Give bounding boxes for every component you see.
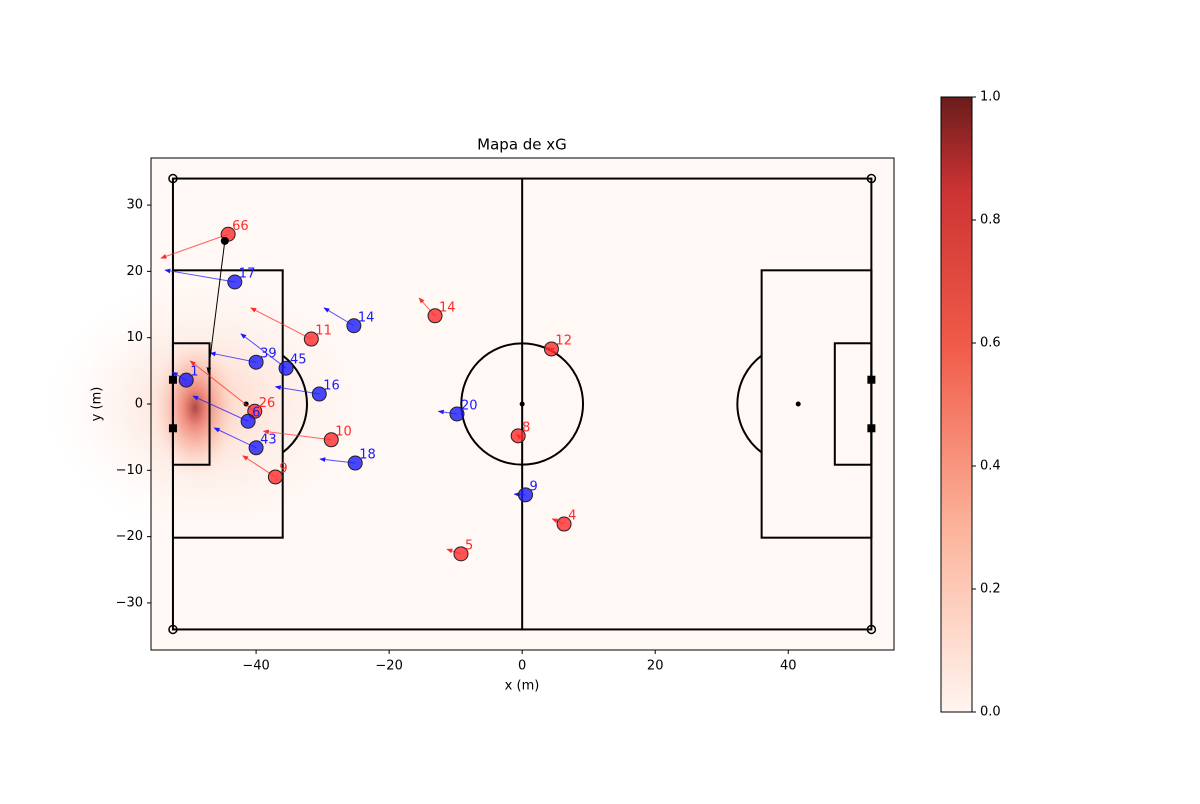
- player: [517, 487, 533, 503]
- player-label: 6: [252, 406, 260, 421]
- player: [240, 413, 256, 429]
- colorbar: [940, 96, 973, 713]
- player-label: 14: [439, 300, 456, 315]
- player-label: 12: [555, 333, 572, 348]
- player-label: 1: [190, 365, 198, 380]
- player-label: 26: [259, 396, 276, 411]
- penalty-spot: [795, 401, 801, 407]
- player: [227, 274, 243, 290]
- colorbar-tick-label: 0.6: [980, 336, 1001, 351]
- x-tick-label: 0: [518, 659, 526, 674]
- colorbar-tick-label: 0.4: [980, 459, 1001, 474]
- corner-arc: [168, 173, 178, 184]
- player-label: 17: [239, 266, 256, 281]
- player: [543, 341, 559, 357]
- goal-area: [833, 342, 873, 466]
- player-label: 45: [290, 353, 307, 368]
- goal-post: [168, 424, 177, 433]
- player: [323, 432, 339, 448]
- player: [178, 372, 194, 388]
- velocity-arrow: [164, 268, 235, 283]
- player: [248, 354, 264, 370]
- velocity-arrow: [213, 427, 257, 449]
- center-spot: [519, 401, 525, 407]
- player-label: 18: [359, 448, 376, 463]
- velocity-arrow: [250, 307, 312, 340]
- player-label: 14: [358, 310, 375, 325]
- velocity-arrow: [209, 351, 257, 363]
- velocity-arrow: [192, 395, 249, 422]
- player-label: 39: [260, 347, 277, 362]
- player-label: 16: [323, 379, 340, 394]
- velocity-arrow: [160, 233, 229, 259]
- corner-arc: [168, 624, 178, 635]
- player: [311, 386, 327, 402]
- player-label: 20: [461, 398, 478, 413]
- y-tick-label: 10: [126, 330, 143, 345]
- player: [267, 469, 283, 485]
- player: [556, 516, 572, 532]
- ball: [220, 236, 229, 245]
- velocity-arrow: [240, 333, 287, 369]
- chart-title: Mapa de xG: [477, 136, 567, 154]
- heatmap-core: [150, 333, 240, 483]
- player-label: 5: [465, 538, 473, 553]
- corner-arc: [866, 624, 877, 635]
- penalty-arc: [282, 354, 308, 454]
- player: [347, 455, 363, 471]
- colorbar-tick-label: 0.2: [980, 582, 1001, 597]
- velocity-arrow: [189, 360, 256, 412]
- player-label: 10: [335, 424, 352, 439]
- player-label: 9: [279, 461, 287, 476]
- player-label: 9: [529, 479, 537, 494]
- player: [510, 428, 526, 444]
- x-tick-label: −40: [242, 659, 269, 674]
- player: [449, 406, 465, 422]
- y-axis-label: y (m): [90, 387, 105, 422]
- player: [303, 331, 319, 347]
- colorbar-tick-label: 0.8: [980, 213, 1001, 228]
- y-tick-label: −10: [116, 463, 143, 478]
- colorbar-tick-label: 0.0: [980, 705, 1001, 720]
- player-label: 8: [522, 420, 530, 435]
- player: [278, 360, 294, 376]
- y-tick-label: 30: [126, 198, 143, 213]
- y-tick-label: 0: [135, 397, 143, 412]
- x-axis-label: x (m): [505, 679, 540, 694]
- player-label: 4: [568, 509, 576, 524]
- goal-post: [867, 375, 876, 384]
- penalty-arc: [736, 354, 763, 454]
- player-label: 11: [315, 324, 332, 339]
- ball-arrow: [206, 240, 226, 374]
- y-tick-label: −20: [116, 529, 143, 544]
- player-label: 66: [232, 219, 249, 234]
- x-tick-label: 20: [647, 659, 664, 674]
- corner-arc: [866, 173, 877, 184]
- player: [248, 440, 264, 456]
- goal-post: [867, 424, 876, 433]
- colorbar-tick-label: 1.0: [980, 90, 1001, 105]
- y-tick-label: −30: [116, 595, 143, 610]
- pitch: [168, 173, 877, 635]
- center-circle: [460, 342, 585, 466]
- x-tick-label: 40: [780, 659, 797, 674]
- player: [346, 318, 362, 334]
- player: [427, 308, 443, 324]
- velocity-arrow: [262, 429, 332, 441]
- y-tick-label: 20: [126, 264, 143, 279]
- player: [453, 546, 469, 562]
- player-label: 43: [260, 432, 277, 447]
- goal-post: [168, 375, 177, 384]
- x-tick-label: −20: [375, 659, 402, 674]
